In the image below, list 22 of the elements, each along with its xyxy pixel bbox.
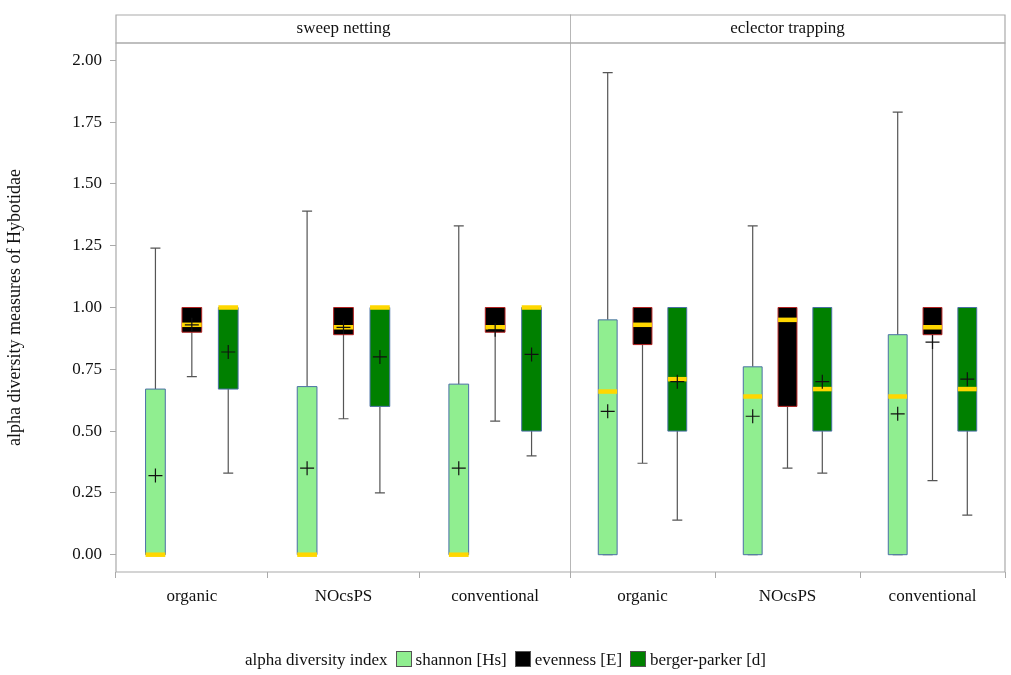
x-tick-label: conventional (888, 585, 977, 605)
x-tick-label: organic (166, 585, 218, 605)
y-tick-label: 1.00 (72, 296, 102, 316)
x-tick-label: NOcsPS (758, 585, 817, 605)
legend-title: alpha diversity index (245, 650, 388, 669)
y-tick-label: 0.75 (72, 358, 102, 378)
x-tick-label: conventional (451, 585, 540, 605)
y-tick-label: 0.50 (72, 420, 102, 440)
y-tick-label: 0.00 (72, 544, 102, 564)
y-axis-title: alpha diversity measures of Hybotidae (3, 169, 24, 446)
y-tick-label: 1.75 (72, 111, 102, 131)
chart-title: eclector trapping (730, 18, 846, 38)
legend-label: evenness [E] (533, 650, 623, 669)
chart-title: sweep netting (296, 18, 391, 38)
y-tick-label: 1.25 (72, 235, 102, 255)
y-tick-label: 2.00 (72, 49, 102, 69)
x-tick-label: NOcsPS (314, 585, 373, 605)
x-tick-label: organic (617, 585, 669, 605)
legend-label: shannon [Hs] (414, 650, 507, 669)
legend-label: berger-parker [d] (649, 650, 766, 669)
y-tick-label: 0.25 (72, 482, 102, 502)
y-tick-label: 1.50 (72, 173, 102, 193)
